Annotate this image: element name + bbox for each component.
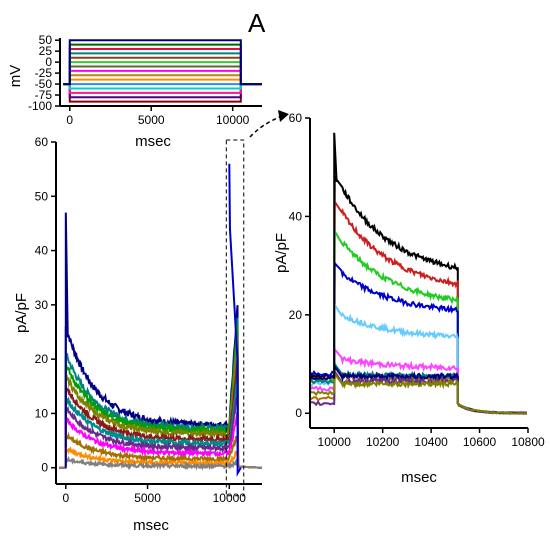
panel-label: A — [248, 8, 266, 38]
current-y-axis-label: pA/pF — [13, 293, 30, 333]
current-axes: 0 10 20 30 40 50 60 0 5000 10000 — [35, 135, 262, 505]
zoomed-trace — [309, 346, 527, 415]
zoomed-y-tick-label: 60 — [289, 111, 303, 125]
voltage-step-trace — [63, 43, 262, 86]
zoomed-trace — [309, 361, 528, 415]
voltage-x-axis-label: msec — [135, 133, 171, 150]
voltage-y-tick-label: -50 — [35, 77, 53, 91]
voltage-x-tick-label: 10000 — [216, 113, 250, 127]
zoomed-traces — [309, 132, 528, 415]
zoomed-trace — [309, 301, 527, 415]
tail-trace — [228, 163, 242, 477]
zoomed-y-tick-label: 0 — [295, 406, 302, 420]
current-y-tick-label: 30 — [35, 298, 49, 312]
zoomed-x-tick-label: 10000 — [318, 435, 352, 449]
current-trace — [59, 395, 263, 469]
zoomed-x-axis-label: msec — [401, 469, 437, 486]
zoomed-x-tick-label: 10800 — [511, 435, 545, 449]
voltage-y-tick-label: -75 — [35, 88, 53, 102]
voltage-x-tick-label: 5000 — [138, 113, 165, 127]
zoom-arrow — [249, 110, 289, 138]
current-x-tick-label: 5000 — [134, 491, 161, 505]
current-y-tick-label: 10 — [35, 406, 49, 420]
current-trace — [59, 455, 263, 471]
current-traces — [59, 163, 263, 477]
zoomed-trace — [309, 363, 527, 415]
voltage-y-tick-label: -25 — [35, 66, 53, 80]
zoomed-axes: 0 20 40 60 10000 10200 10400 10600 10800 — [289, 111, 545, 449]
current-x-tick-label: 10000 — [213, 491, 247, 505]
current-trace — [59, 445, 263, 469]
voltage-y-axis-label: mV — [7, 65, 24, 88]
current-trace — [59, 337, 263, 469]
zoomed-y-tick-label: 20 — [289, 308, 303, 322]
zoomed-trace — [309, 174, 527, 415]
current-y-tick-label: 50 — [35, 189, 49, 203]
zoomed-y-tick-label: 40 — [289, 209, 303, 223]
voltage-y-tick-label: 0 — [45, 55, 52, 69]
onset-spike — [64, 212, 69, 468]
current-trace — [59, 411, 263, 469]
current-x-tick-label: 0 — [62, 491, 69, 505]
voltage-step-trace — [63, 83, 262, 99]
current-y-tick-label: 60 — [35, 135, 49, 149]
zoomed-trace — [309, 227, 528, 415]
current-trace — [59, 431, 263, 469]
zoomed-current-chart: 0 20 40 60 10000 10200 10400 10600 10800 msec pA… — [273, 111, 545, 486]
voltage-x-tick-label: 0 — [66, 113, 73, 127]
voltage-y-tick-label: 25 — [39, 44, 53, 58]
zoomed-trace — [309, 198, 527, 415]
current-trace — [59, 359, 263, 469]
current-y-tick-label: 40 — [35, 244, 49, 258]
voltage-step-trace — [63, 39, 262, 86]
voltage-step-trace — [63, 61, 262, 86]
zoomed-x-tick-label: 10600 — [463, 435, 497, 449]
voltage-step-trace — [63, 69, 262, 86]
zoomed-x-tick-label: 10400 — [414, 435, 448, 449]
current-x-axis-label: msec — [133, 517, 169, 534]
current-y-tick-label: 0 — [41, 461, 48, 475]
pulse-onset-spike — [333, 132, 338, 379]
zoomed-trace — [309, 260, 528, 415]
current-y-tick-label: 20 — [35, 352, 49, 366]
current-traces-chart: 0 10 20 30 40 50 60 0 5000 10000 msec pA/pF — [13, 135, 263, 534]
voltage-y-tick-label: -100 — [28, 99, 52, 113]
zoomed-trace — [309, 370, 528, 415]
voltage-y-tick-label: 50 — [39, 33, 53, 47]
zoomed-y-axis-label: pA/pF — [273, 233, 290, 273]
zoom-region-box — [225, 139, 245, 497]
voltage-traces — [63, 39, 262, 103]
zoomed-x-tick-label: 10200 — [366, 435, 400, 449]
